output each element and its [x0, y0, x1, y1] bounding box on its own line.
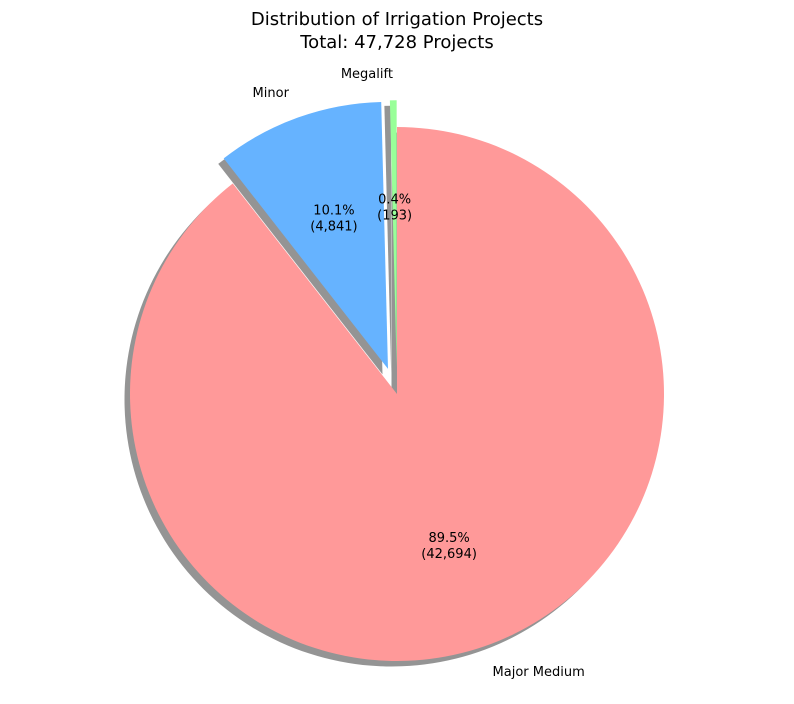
chart-subtitle: Total: 47,728 Projects	[299, 32, 494, 53]
pie-slice-major-medium	[130, 127, 665, 662]
pie-slice-megalift	[389, 100, 397, 368]
slice-value-label-minor: 10.1% (4,841)	[310, 204, 357, 235]
slice-value-label-megalift: 0.4% (193)	[377, 193, 412, 224]
slice-label-minor: Minor	[253, 86, 290, 101]
slice-label-major-medium: Major Medium	[493, 665, 585, 680]
slice-label-megalift: Megalift	[341, 67, 393, 82]
slice-shadow-megalift	[384, 105, 392, 373]
pie-slice-minor	[223, 101, 388, 369]
pie-slices	[130, 100, 665, 662]
slice-value-label-major-medium: 89.5% (42,694)	[421, 531, 477, 562]
chart-title: Distribution of Irrigation Projects	[251, 9, 543, 30]
pie-labels: Major Medium 89.5% (42,694) Minor 10.1% (4,84…	[253, 67, 585, 680]
